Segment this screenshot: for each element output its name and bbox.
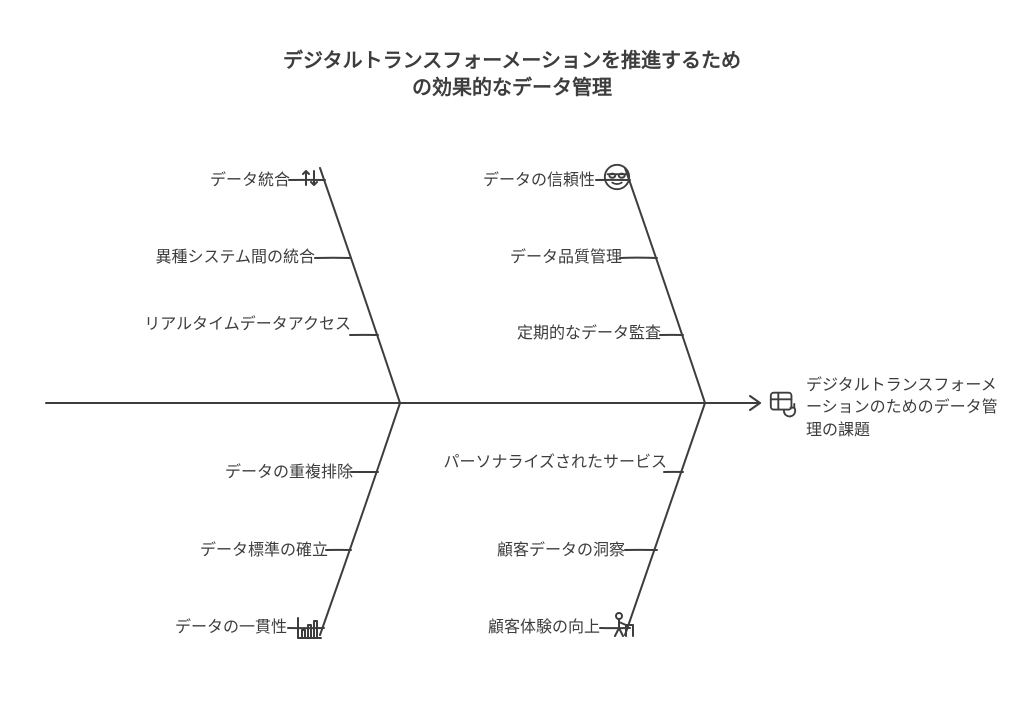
bone-label: 顧客体験の向上 [420,617,600,639]
bone-label: データ統合 [150,170,290,192]
bone-label: データ標準の確立 [110,540,328,562]
bone-label: 顧客データの洞察 [440,540,625,562]
bone-label: リアルタイムデータアクセス [108,315,351,336]
bone-label: データの一貫性 [102,617,287,639]
bone-label: 異種システム間の統合 [97,247,315,269]
bone-label: データの信頼性 [440,170,595,192]
up-down-arrows-icon [298,166,322,195]
person-desk-icon [606,610,636,645]
fishbone-head-label: デジタルトランスフォーメーションのためのデータ管理の課題 [806,375,1011,442]
bone-label: データの重複排除 [135,462,353,484]
bone-label: パーソナライズされたサービス [415,453,667,474]
database-refresh-icon [768,388,798,423]
diagram-canvas [0,0,1024,706]
bone-label: 定期的なデータ監査 [443,323,661,345]
fishbone-diagram: デジタルトランスフォーメーションを推進するための効果的なデータ管理 データ統合異… [0,0,1024,706]
bar-chart-icon [295,613,323,646]
bone-label: データ品質管理 [450,247,622,269]
face-glasses-icon [602,162,632,197]
